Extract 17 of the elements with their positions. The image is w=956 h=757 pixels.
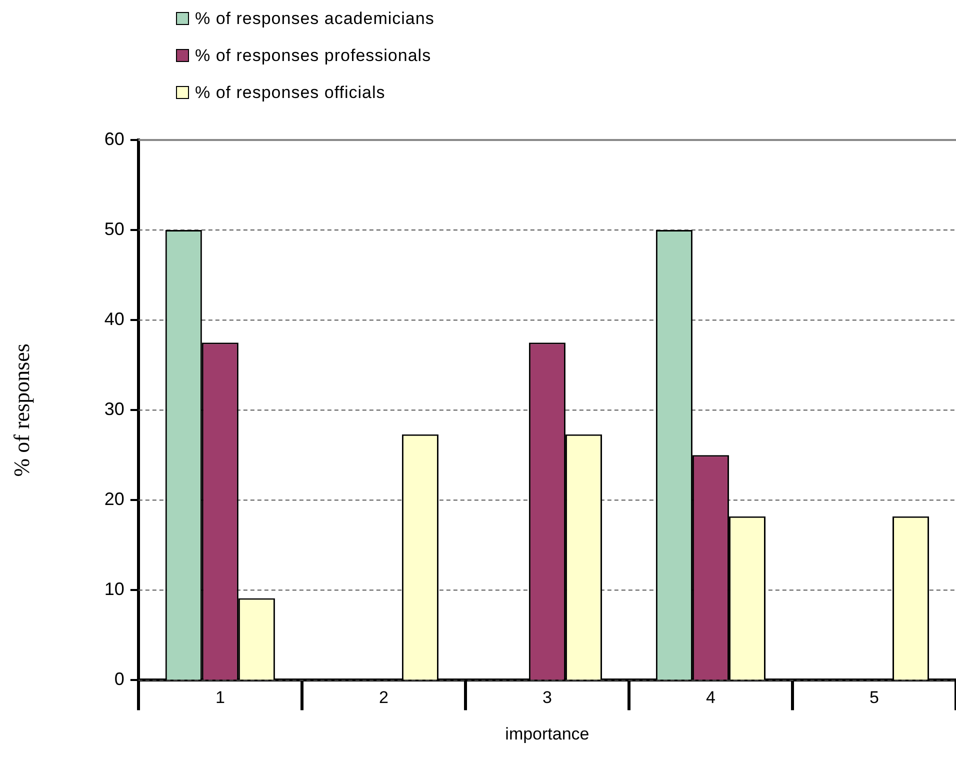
legend-label: % of responses academicians xyxy=(195,8,434,28)
x-tick-label: 3 xyxy=(542,688,552,708)
x-tick-label: 4 xyxy=(706,688,716,708)
y-tick-label: 50 xyxy=(104,219,124,239)
y-tick-label: 40 xyxy=(104,309,124,330)
y-axis-title: % of responses xyxy=(8,344,34,477)
y-tick-label: 60 xyxy=(104,128,124,149)
y-tick-label: 0 xyxy=(114,669,124,690)
x-tick-label: 5 xyxy=(870,688,879,708)
x-tick-label: 2 xyxy=(378,688,388,708)
legend-label: % of responses officials xyxy=(195,82,386,102)
y-tick-label: 10 xyxy=(104,579,124,600)
x-tick-label: 1 xyxy=(215,688,225,708)
legend-label: % of responses professionals xyxy=(195,46,432,66)
y-tick-label: 30 xyxy=(104,399,124,420)
y-tick-label: 20 xyxy=(104,489,124,510)
x-axis-title: importance xyxy=(505,724,590,744)
